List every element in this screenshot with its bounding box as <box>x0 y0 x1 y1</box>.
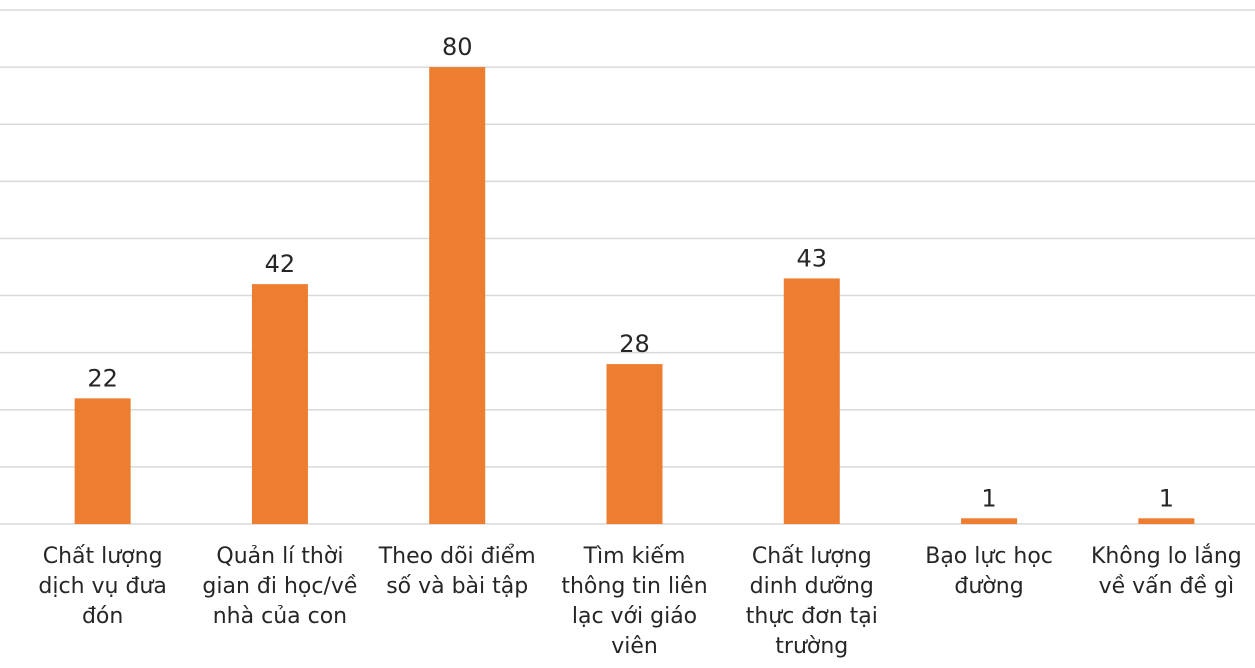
bar <box>783 278 840 524</box>
category-label: Bạo lực học đường <box>925 544 1053 599</box>
gridlines <box>0 9 1255 525</box>
category-label-line: gian đi học/về <box>202 574 357 599</box>
category-label: Quản lí thời gian đi học/về nhà của con <box>202 544 357 629</box>
bar <box>961 518 1018 524</box>
data-label: 1 <box>981 484 996 512</box>
category-label-line: đường <box>954 574 1023 599</box>
category-label: Theo dõi điểm số và bài tập <box>378 544 536 599</box>
data-label: 80 <box>442 33 473 61</box>
category-label-line: về vấn đề gì <box>1099 574 1235 599</box>
category-label-line: trường <box>775 634 848 659</box>
category-label: Chất lượng dinh dưỡng thực đơn tại trường <box>746 544 878 659</box>
category-label-line: Không lo lắng <box>1091 544 1242 569</box>
bars <box>74 67 1195 524</box>
data-labels: 22 42 80 28 43 1 1 <box>87 33 1174 512</box>
data-label: 22 <box>87 364 118 392</box>
data-label: 28 <box>619 330 650 358</box>
category-label-line: viên <box>611 634 658 659</box>
bar <box>429 67 486 524</box>
category-label: Tìm kiếm thông tin liên lạc với giáo viên <box>561 544 707 659</box>
category-label-line: lạc với giáo <box>572 604 697 629</box>
bar <box>1138 518 1195 524</box>
category-label-line: Chất lượng <box>43 544 163 569</box>
category-label-line: Bạo lực học <box>925 544 1053 569</box>
bar <box>606 364 663 524</box>
category-label-line: Chất lượng <box>752 544 872 569</box>
category-label-line: thông tin liên <box>561 574 707 599</box>
category-label-line: số và bài tập <box>386 574 528 599</box>
category-label-line: Theo dõi điểm <box>378 544 536 569</box>
category-labels: Chất lượng dịch vụ đưa đón Quản lí thời gian… <box>38 544 1241 659</box>
category-label-line: dịch vụ đưa <box>38 574 166 599</box>
data-label: 43 <box>797 244 828 272</box>
bar <box>251 284 308 524</box>
category-label: Chất lượng dịch vụ đưa đón <box>38 544 166 629</box>
category-label-line: Tìm kiếm <box>583 544 686 569</box>
data-label: 1 <box>1159 484 1174 512</box>
bar <box>74 398 131 524</box>
category-label-line: dinh dưỡng <box>750 574 874 599</box>
category-label-line: nhà của con <box>213 604 347 629</box>
category-label: Không lo lắng về vấn đề gì <box>1091 544 1242 599</box>
category-label-line: Quản lí thời <box>216 544 343 569</box>
category-label-line: đón <box>82 604 123 629</box>
category-label-line: thực đơn tại <box>746 604 878 629</box>
data-label: 42 <box>265 250 296 278</box>
